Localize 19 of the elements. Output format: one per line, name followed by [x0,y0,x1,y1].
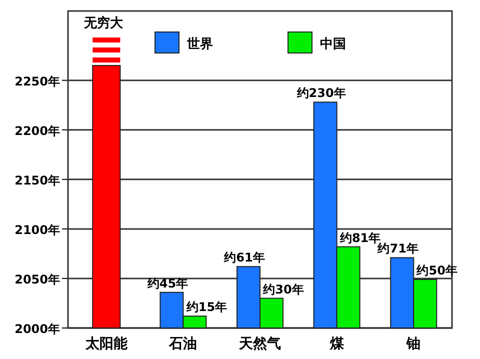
x-tick-label: 铀 [406,336,421,352]
x-tick-label: 天然气 [238,336,281,352]
data-label: 约15年 [185,300,228,314]
y-tick-label: 2150年 [14,173,60,188]
y-tick-label: 2000年 [14,322,60,336]
data-label: 约45年 [146,276,188,290]
data-label: 约230年 [296,86,346,100]
y-tick-label: 2100年 [14,222,60,237]
x-tick-label: 煤 [328,336,345,352]
y-tick-label: 2050年 [14,272,60,286]
data-label: 约30年 [262,282,304,296]
legend-label: 中国 [320,37,346,52]
y-tick-label: 2250年 [14,74,60,88]
x-tick-label: 太阳能 [84,336,128,352]
annotation: 无穷大 [82,15,124,31]
x-tick-label: 石油 [168,336,198,352]
data-label: 约61年 [223,250,265,265]
legend-label: 世界 [186,37,213,52]
y-tick-label: 2200年 [14,124,60,138]
